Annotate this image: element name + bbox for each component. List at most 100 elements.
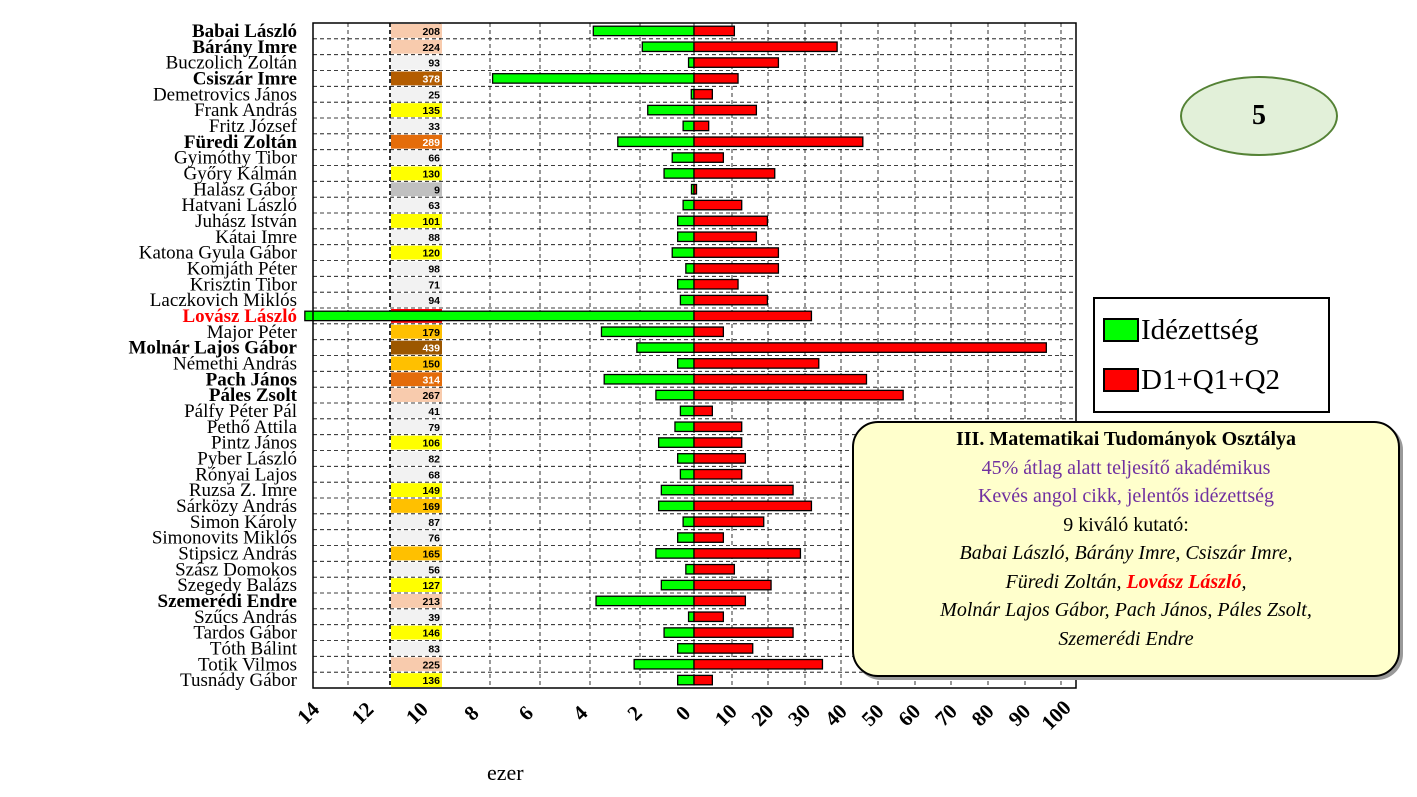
count-label: 68 [428,469,440,481]
citation-bar [636,342,695,353]
count-label: 39 [428,612,440,624]
d1q1q2-bar [693,168,776,179]
right-axis-tick-label: 60 [893,699,925,731]
count-label: 93 [428,58,440,70]
count-label: 63 [428,200,440,212]
count-label: 56 [428,564,440,576]
d1q1q2-bar [693,484,794,496]
citation-bar [677,278,695,290]
count-label: 314 [422,374,440,386]
right-axis-tick-label: 90 [1003,699,1035,731]
count-label: 106 [422,438,440,450]
count-cell [391,388,442,402]
count-cell [391,166,442,181]
category-label: Gyimóthy Tibor [174,148,298,169]
note-names-2: Füredi Zoltán, Lovász László, [854,568,1398,597]
count-label: 66 [428,153,440,165]
count-cell [391,182,442,197]
legend-swatch-green [1103,318,1139,342]
citation-bar [491,73,695,84]
category-label: Juhász István [195,211,297,232]
count-cell [391,87,442,102]
category-label: Tóth Bálint [210,638,298,659]
category-label: Pintz János [211,433,297,454]
count-label: 94 [428,295,440,307]
count-cell [391,530,442,545]
d1q1q2-bar [693,563,736,575]
citation-bar [647,104,695,116]
d1q1q2-bar [693,421,743,433]
category-label: Buczolich Zoltán [166,53,298,74]
category-label: Simonovits Miklós [152,528,297,549]
d1q1q2-bar [693,595,747,607]
d1q1q2-bar [693,358,820,369]
count-cell [391,625,442,640]
d1q1q2-bar [693,41,838,53]
d1q1q2-bar [693,674,714,686]
category-label: Frank András [194,100,297,121]
section-number-badge: 5 [1180,76,1338,156]
right-axis-tick-label: 20 [747,699,779,731]
d1q1q2-bar [693,120,710,132]
x-axis-unit-label: ezer [487,760,524,785]
category-label: Pyber László [197,448,297,469]
count-cell [391,24,442,38]
left-axis-tick-label: 8 [459,701,483,725]
category-label: Molnár Lajos Gábor [128,338,297,359]
citation-bar [657,500,695,512]
left-axis-tick-label: 2 [622,701,646,725]
category-label: Fritz József [209,116,298,137]
citation-bar [685,563,695,575]
summary-note-box: III. Matematikai Tudományok Osztálya 45%… [852,421,1400,677]
d1q1q2-bar [693,231,758,243]
count-label: 79 [428,422,440,434]
count-cell [391,657,442,672]
citation-bar [677,215,695,227]
citation-bar [682,120,695,132]
count-label: 213 [422,596,440,608]
chart-legend: Idézettség D1+Q1+Q2 [1093,297,1330,413]
citation-bar [687,611,695,623]
count-label: 267 [422,390,440,402]
count-cell [391,55,442,70]
count-label: 25 [428,89,440,101]
right-axis-tick-label: 40 [820,699,852,731]
count-cell [391,562,442,577]
count-cell [391,609,442,624]
count-label: 130 [422,168,440,180]
count-cell [391,404,442,418]
count-label: 101 [422,216,440,228]
d1q1q2-bar [693,516,765,528]
count-label: 127 [422,580,440,592]
citation-bar [592,25,695,37]
d1q1q2-bar [693,326,725,338]
note-name-segment: Füredi Zoltán, [1005,570,1127,593]
count-cell [391,356,442,371]
left-axis-tick-label: 10 [401,697,433,729]
citation-bar [677,532,695,543]
count-cell [391,245,442,260]
category-label: Bárány Imre [192,37,297,58]
count-label: 120 [422,248,440,260]
count-cell [391,150,442,165]
citation-bar [633,658,695,670]
citation-bar [674,421,695,433]
d1q1q2-bar [693,643,754,654]
count-cell [391,39,442,54]
d1q1q2-bar [693,389,904,401]
category-label: Totik Vilmos [198,654,297,675]
right-axis-tick-label: 30 [783,699,815,731]
citation-bar [304,310,695,322]
category-label: Pach János [206,369,297,390]
d1q1q2-bar [693,658,824,670]
count-label: 82 [428,453,440,465]
d1q1q2-bar [693,468,743,480]
right-axis-tick-label: 100 [1036,695,1075,734]
citation-bar [677,358,695,369]
category-label: Tusnády Gábor [180,670,298,691]
count-cell [391,514,442,529]
category-label: Szegedy Balázs [177,575,297,596]
left-axis-tick-label: 14 [292,697,324,729]
note-line-1: 45% átlag alatt teljesítő akadémikus [981,456,1271,479]
